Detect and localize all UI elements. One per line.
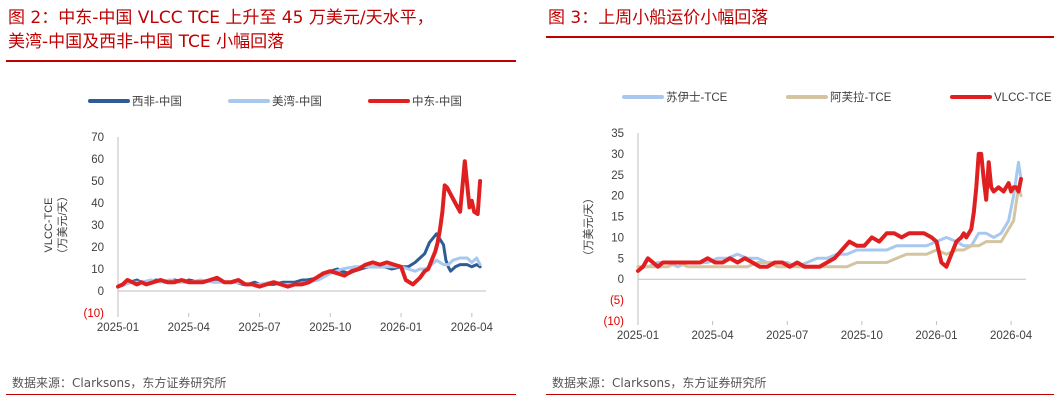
figure-2-title-line2: 美湾-中国及西非-中国 TCE 小幅回落 xyxy=(8,32,285,52)
y-tick-label: 0 xyxy=(98,286,104,298)
x-tick-label: 2025-07 xyxy=(238,322,280,334)
y-tick-label: 20 xyxy=(91,242,104,254)
figure-3-source: 数据来源：Clarksons，东方证券研究所 xyxy=(552,376,767,390)
y-tick-label: 10 xyxy=(611,232,624,244)
y-axis-unit-label: （万美元/天） xyxy=(56,190,69,259)
series-line-0 xyxy=(636,160,1023,269)
legend-label-2: VLCC-TCE xyxy=(994,92,1052,104)
legend-label-1: 美湾-中国 xyxy=(272,94,322,108)
figure-3-title-line1: 图 3：上周小船运价小幅回落 xyxy=(548,8,769,28)
y-tick-label: 0 xyxy=(618,274,624,286)
y-tick-label: (5) xyxy=(610,295,624,307)
x-tick-label: 2025-01 xyxy=(97,322,139,334)
y-tick-label: 25 xyxy=(611,170,624,182)
figure-2-title-line1: 图 2：中东-中国 VLCC TCE 上升至 45 万美元/天水平， xyxy=(8,8,434,28)
y-tick-label: 20 xyxy=(611,191,624,203)
y-tick-label: 60 xyxy=(91,154,104,166)
figure-3-bottom-rule xyxy=(546,394,1054,395)
y-tick-label: 15 xyxy=(611,212,624,224)
x-tick-label: 2026-04 xyxy=(451,322,494,334)
x-tick-label: 2026-01 xyxy=(915,330,957,342)
figure-3-panel: 图 3：上周小船运价小幅回落 35 30 25 20 15 10 5 0 (5) (10) 2025… xyxy=(540,0,1061,403)
y-tick-label: 40 xyxy=(91,198,104,210)
x-tick-label: 2025-10 xyxy=(841,330,883,342)
x-tick-label: 2025-10 xyxy=(309,322,351,334)
legend-label-2: 中东-中国 xyxy=(412,95,462,108)
legend-label-0: 西非-中国 xyxy=(132,95,182,108)
legend-label-1: 阿芙拉-TCE xyxy=(830,90,892,104)
y-tick-label: (10) xyxy=(604,316,625,328)
figure-3-chart: 35 30 25 20 15 10 5 0 (5) (10) 2025-01 2025-04 2025-… xyxy=(582,90,1052,342)
figure-3-title: 图 3：上周小船运价小幅回落 xyxy=(548,6,1048,30)
x-tick-label: 2025-01 xyxy=(617,330,659,342)
figure-3-title-rule xyxy=(546,36,1054,38)
x-tick-label: 2025-04 xyxy=(692,330,735,342)
y-tick-label: 30 xyxy=(91,220,104,232)
y-axis-label: （万美元/天） xyxy=(582,192,595,261)
x-tick-label: 2026-01 xyxy=(380,322,422,334)
series-line-1 xyxy=(636,185,1023,269)
figure-2-title: 图 2：中东-中国 VLCC TCE 上升至 45 万美元/天水平， 美湾-中国… xyxy=(8,6,508,54)
y-tick-label: 70 xyxy=(91,132,104,144)
y-tick-label: (10) xyxy=(84,308,105,320)
series-line-2 xyxy=(636,151,1023,273)
y-tick-label: 5 xyxy=(618,253,624,265)
figure-2-source: 数据来源：Clarksons，东方证券研究所 xyxy=(12,376,227,390)
legend-label-0: 苏伊士-TCE xyxy=(666,91,728,104)
figure-2-title-rule xyxy=(6,60,516,62)
y-tick-label: 35 xyxy=(611,128,624,140)
x-tick-label: 2025-04 xyxy=(168,322,211,334)
y-tick-label: 30 xyxy=(611,149,624,161)
x-tick-label: 2025-07 xyxy=(766,330,808,342)
y-axis-label: VLCC-TCE xyxy=(43,197,55,252)
series-line-0 xyxy=(116,232,482,289)
x-tick-label: 2026-04 xyxy=(990,330,1033,342)
series-line-2 xyxy=(116,159,483,289)
y-tick-label: 10 xyxy=(91,264,104,276)
y-tick-label: 50 xyxy=(91,176,104,188)
figure-2-panel: 图 2：中东-中国 VLCC TCE 上升至 45 万美元/天水平， 美湾-中国… xyxy=(0,0,522,403)
figure-2-bottom-rule xyxy=(6,394,516,395)
figure-2-chart: 70 60 50 40 30 20 10 0 (10) 2025-01 2025-04 2025-07… xyxy=(43,94,494,334)
